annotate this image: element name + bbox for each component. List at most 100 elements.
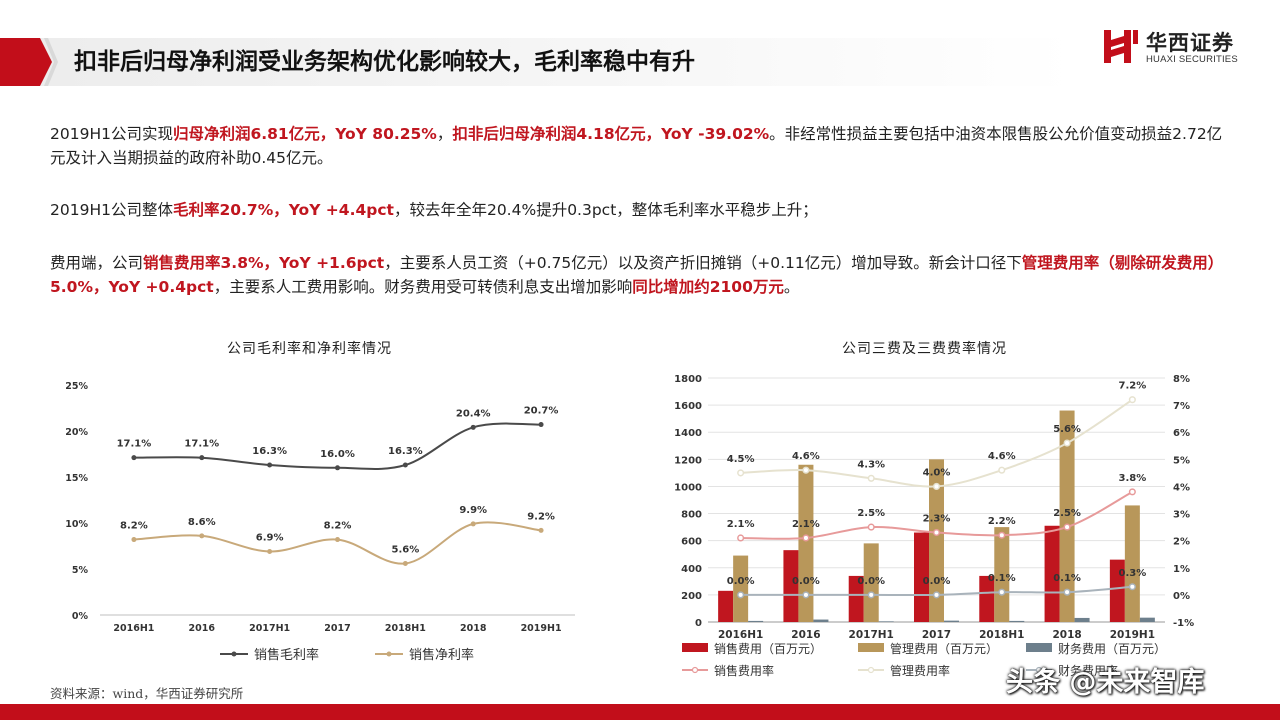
data-point: [335, 537, 340, 543]
data-point: [470, 521, 476, 527]
legend-marker: [386, 651, 392, 657]
bar-3: [1009, 620, 1025, 622]
legend-label: 销售费用率: [714, 663, 774, 678]
legend-marker: [867, 666, 875, 674]
legend-swatch: [858, 643, 884, 652]
source-note: 资料来源：wind，华西证券研究所: [50, 686, 244, 701]
bar-2: [733, 555, 749, 622]
data-label: 8.2%: [120, 521, 148, 532]
rate-label: 0.3%: [1118, 568, 1146, 579]
bottom-bar: [0, 704, 1280, 720]
paragraph-gross-margin: 2019H1公司整体毛利率20.7%，YoY +4.4pct，较去年全年20.4…: [50, 198, 1235, 222]
highlight-text: 管理费用率（剔除研发费用）5.0%，YoY +0.4pct: [50, 254, 1224, 296]
huaxi-logo-icon: [1104, 30, 1138, 63]
data-point: [402, 560, 408, 566]
data-point: [470, 424, 476, 430]
bar-2: [994, 527, 1010, 622]
y-tick-label-right: 5%: [1173, 455, 1190, 466]
rate-point: [802, 466, 810, 474]
data-label: 8.2%: [324, 521, 352, 532]
rate-point: [867, 474, 875, 482]
x-tick-label: 2018H1: [979, 629, 1024, 641]
brand-name-en: HUAXI SECURITIES: [1146, 54, 1238, 65]
rate-label: 3.8%: [1118, 473, 1146, 484]
data-point: [199, 533, 205, 539]
rate-label: 7.2%: [1118, 381, 1146, 392]
highlight-text: 毛利率20.7%，YoY +4.4pct: [172, 201, 394, 219]
bar-1: [979, 575, 995, 622]
title-chevron-icon: [0, 38, 58, 86]
x-tick-label: 2016: [791, 629, 820, 641]
x-tick-label: 2018: [1052, 629, 1081, 641]
rate-point: [802, 534, 810, 542]
x-tick-label: 2016: [189, 623, 216, 634]
rate-label: 2.3%: [923, 514, 951, 525]
x-tick-label: 2019H1: [521, 623, 562, 634]
y-tick-label: 10%: [65, 519, 88, 530]
data-point: [131, 537, 137, 543]
body-text: ，: [436, 125, 453, 143]
rate-label: 2.5%: [857, 508, 885, 519]
body-text: ，较去年全年20.4%提升0.3pct，整体毛利率水平稳步上升；: [393, 201, 818, 219]
page-title: 扣非后归母净利润受业务架构优化影响较大，毛利率稳中有升: [74, 49, 695, 75]
body-text: 。非经常性损益主要包括中油资本限售股公允价值变动损益2.72亿元及计入当期损益的…: [50, 125, 1223, 167]
data-label: 9.2%: [527, 511, 555, 522]
y-tick-label-right: 4%: [1173, 482, 1190, 493]
rate-label: 0.0%: [792, 576, 820, 587]
data-label: 6.9%: [256, 533, 284, 544]
rate-point: [737, 591, 745, 599]
bar-2: [1059, 410, 1075, 622]
highlight-text: 销售费用率3.8%，YoY +1.6pct: [143, 254, 385, 272]
bar-3: [944, 620, 959, 622]
y-tick-label-left: 1600: [674, 401, 702, 412]
y-tick-label-left: 800: [681, 510, 702, 521]
rate-label: 0.0%: [857, 576, 885, 587]
rate-label: 0.1%: [988, 573, 1016, 584]
data-label: 17.1%: [184, 439, 219, 450]
bar-3: [1074, 617, 1090, 622]
rate-label: 5.6%: [1053, 424, 1081, 435]
legend-label: 财务费用率: [1058, 663, 1118, 678]
body-text: ，主要系人工费用影响。财务费用受可转债利息支出增加影响: [213, 278, 633, 296]
bar-1: [718, 590, 734, 622]
rate-point: [802, 591, 810, 599]
bar-1: [914, 532, 929, 622]
y-tick-label: 20%: [65, 427, 88, 438]
rate-label: 0.1%: [1053, 573, 1081, 584]
watermark: 头条 @未来智库: [1006, 667, 1205, 698]
legend-label: 销售净利率: [409, 647, 474, 663]
y-tick-label-right: 8%: [1173, 374, 1190, 385]
legend-label: 销售费用（百万元）: [714, 641, 822, 656]
highlight-text: 同比增加约2100万元: [632, 278, 784, 296]
x-tick-label: 2018: [460, 623, 487, 634]
rate-point: [1128, 396, 1136, 404]
y-tick-label-right: 6%: [1173, 428, 1190, 439]
legend-label: 销售毛利率: [254, 647, 319, 663]
paragraph-expenses: 费用端，公司销售费用率3.8%，YoY +1.6pct，主要系人员工资（+0.7…: [50, 251, 1235, 299]
body-text: ，主要系人员工资（+0.75亿元）以及资产折旧摊销（+0.11亿元）增加导致。新…: [384, 254, 1022, 272]
bar-1: [848, 575, 864, 622]
y-tick-label: 0%: [72, 611, 89, 622]
data-label: 20.4%: [456, 408, 491, 419]
data-label: 9.9%: [459, 505, 487, 516]
y-tick-label-right: 0%: [1173, 591, 1190, 602]
data-label: 17.1%: [117, 439, 152, 450]
body-text: 2019H1公司整体: [50, 201, 173, 219]
rate-point: [1063, 439, 1071, 447]
rate-point: [1063, 523, 1071, 531]
x-tick-label: 2019H1: [1110, 629, 1155, 641]
y-tick-label: 15%: [65, 473, 88, 484]
legend-label: 管理费用（百万元）: [890, 641, 998, 656]
rate-label: 4.6%: [988, 451, 1016, 462]
y-tick-label-left: 0: [695, 618, 702, 629]
data-point: [538, 422, 544, 428]
rate-point: [998, 466, 1006, 474]
legend-marker: [231, 651, 237, 657]
y-tick-label-left: 200: [681, 591, 702, 602]
expense-combo-chart: 0 200 400 600 800 1000 1200 1400 1600 1800 -1% 0% 1%…: [674, 374, 1194, 678]
left-chart-title: 公司毛利率和净利率情况: [227, 341, 392, 357]
data-point: [335, 465, 340, 471]
data-point: [199, 455, 205, 461]
data-point: [402, 462, 408, 468]
rate-point: [998, 531, 1006, 539]
